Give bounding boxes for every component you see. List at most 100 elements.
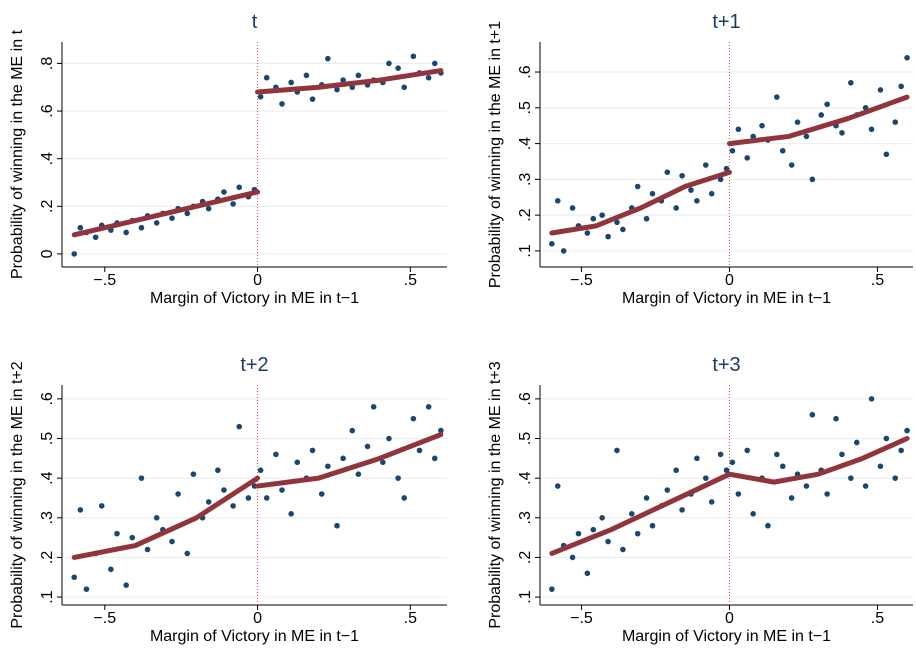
- point: [190, 471, 197, 477]
- point: [549, 586, 555, 592]
- point: [303, 72, 310, 79]
- point: [273, 451, 279, 458]
- fit-line: [71, 189, 261, 238]
- y-tick-label: .3: [517, 511, 534, 524]
- point: [554, 483, 561, 489]
- point: [779, 463, 786, 470]
- point: [221, 189, 227, 195]
- point: [877, 87, 884, 93]
- point: [809, 176, 816, 183]
- x-tick-label: 0: [725, 272, 734, 289]
- point: [138, 224, 145, 231]
- point: [643, 215, 650, 222]
- point: [169, 538, 175, 545]
- point: [599, 212, 605, 218]
- point: [431, 455, 438, 462]
- x-tick-label: 0: [725, 610, 734, 627]
- point: [723, 467, 730, 474]
- point: [803, 133, 810, 140]
- point: [643, 495, 650, 501]
- point: [325, 463, 331, 470]
- point: [614, 219, 620, 226]
- point: [848, 79, 854, 86]
- point: [702, 475, 709, 481]
- chart-title: t+1: [712, 11, 740, 33]
- point: [779, 147, 786, 154]
- point: [824, 491, 830, 497]
- point: [401, 495, 408, 501]
- point: [750, 133, 756, 140]
- point: [735, 491, 742, 497]
- point: [590, 526, 597, 533]
- point: [355, 72, 362, 79]
- point: [318, 491, 325, 497]
- y-axis-label: Probability of winning in the ME in t+3: [487, 361, 504, 628]
- point: [279, 101, 285, 107]
- point: [717, 451, 724, 458]
- point: [898, 83, 904, 90]
- x-axis-label: Margin of Victory in ME in t−1: [622, 628, 831, 645]
- point: [340, 77, 346, 83]
- y-tick-label: .5: [517, 432, 534, 445]
- x-axis-label: Margin of Victory in ME in t−1: [150, 290, 359, 307]
- point: [144, 546, 151, 553]
- y-axis-label: Probability of winning in the ME in t: [9, 29, 26, 279]
- x-tick-label: 0: [253, 272, 262, 289]
- point: [92, 234, 99, 241]
- point: [590, 215, 597, 222]
- point: [245, 495, 252, 501]
- point: [848, 475, 854, 481]
- point: [723, 165, 730, 172]
- point: [904, 427, 910, 434]
- point: [215, 467, 221, 474]
- point: [634, 530, 641, 537]
- point: [438, 427, 444, 434]
- chart-title: t+3: [712, 354, 740, 376]
- point: [263, 74, 270, 81]
- point: [416, 447, 423, 454]
- point: [401, 84, 408, 91]
- y-tick-label: .1: [517, 590, 534, 603]
- point: [584, 570, 591, 577]
- y-tick-label: .6: [517, 392, 534, 405]
- point: [257, 467, 264, 474]
- y-tick-label: .5: [517, 101, 534, 114]
- point: [334, 86, 340, 93]
- point: [288, 79, 294, 86]
- point: [853, 439, 860, 446]
- point: [549, 240, 555, 247]
- point: [868, 396, 875, 402]
- point: [774, 451, 780, 458]
- point: [824, 101, 830, 108]
- y-tick-label: .3: [39, 511, 56, 524]
- point: [386, 60, 392, 67]
- x-axis-label: Margin of Victory in ME in t−1: [150, 628, 359, 645]
- point: [98, 503, 105, 509]
- point: [410, 53, 417, 60]
- y-tick-label: .6: [39, 392, 56, 405]
- point: [71, 574, 78, 581]
- x-tick-label: −.5: [570, 272, 593, 289]
- y-tick-label: .2: [39, 551, 56, 564]
- point: [883, 151, 890, 158]
- chart-title: t+2: [240, 354, 268, 376]
- x-tick-label: −.5: [93, 272, 116, 289]
- point: [83, 586, 90, 592]
- point: [569, 554, 576, 561]
- point: [664, 169, 671, 176]
- fit-line: [726, 94, 910, 147]
- point: [708, 499, 715, 505]
- y-tick-label: .4: [517, 137, 534, 150]
- point: [649, 190, 656, 197]
- point: [325, 55, 331, 62]
- point: [395, 65, 401, 71]
- point: [614, 447, 620, 454]
- y-tick-label: .1: [517, 244, 534, 257]
- point: [77, 224, 84, 231]
- x-tick-label: 0: [253, 610, 262, 627]
- x-tick-label: −.5: [570, 610, 593, 627]
- chart-title: t: [252, 11, 258, 33]
- point: [221, 487, 227, 493]
- point: [788, 162, 795, 168]
- point: [230, 503, 236, 509]
